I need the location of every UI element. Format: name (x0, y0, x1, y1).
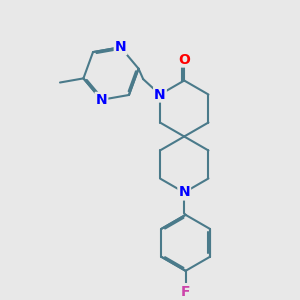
Text: N: N (115, 40, 126, 54)
Text: N: N (154, 88, 166, 101)
Text: F: F (181, 285, 190, 299)
Text: N: N (178, 185, 190, 200)
Text: O: O (178, 52, 190, 67)
Text: N: N (96, 93, 107, 107)
